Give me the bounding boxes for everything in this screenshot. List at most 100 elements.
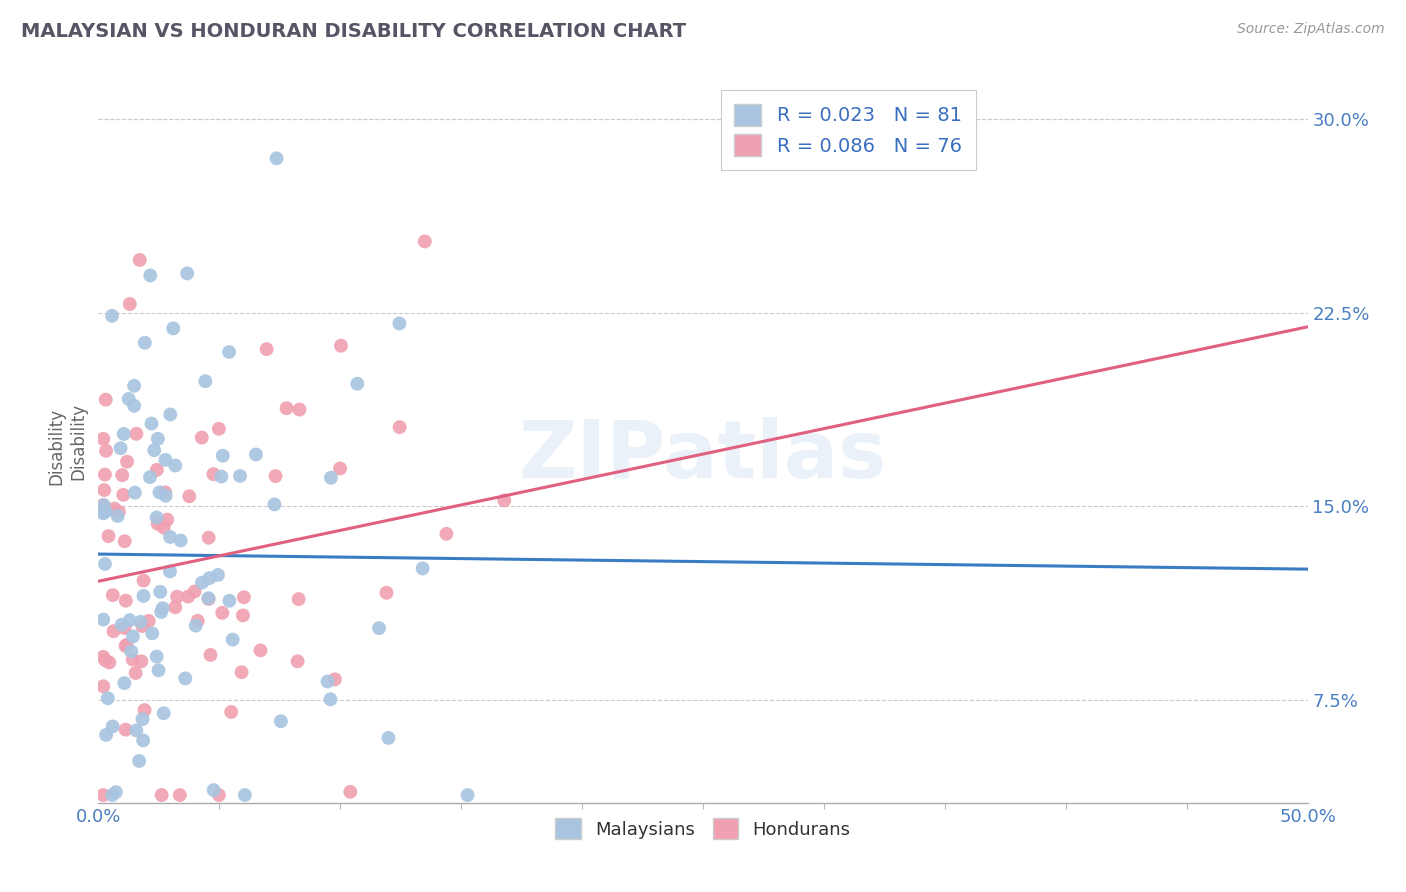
Point bbox=[101, 788, 124, 802]
Point bbox=[152, 601, 174, 615]
Point bbox=[183, 584, 205, 599]
Point bbox=[169, 533, 191, 548]
Point bbox=[91, 649, 114, 664]
Point bbox=[208, 422, 231, 436]
Point bbox=[125, 426, 148, 441]
Point bbox=[94, 557, 117, 571]
Point bbox=[276, 401, 298, 416]
Point bbox=[187, 614, 209, 628]
Point bbox=[111, 617, 134, 632]
Point bbox=[165, 458, 187, 473]
Point bbox=[155, 489, 177, 503]
Point bbox=[114, 621, 136, 635]
Point bbox=[211, 606, 233, 620]
Point bbox=[339, 785, 361, 799]
Point bbox=[388, 317, 411, 331]
Point bbox=[115, 455, 138, 469]
Point bbox=[114, 534, 136, 549]
Point bbox=[149, 584, 172, 599]
Point bbox=[229, 469, 252, 483]
Point bbox=[162, 321, 184, 335]
Point bbox=[125, 723, 148, 738]
Point bbox=[174, 671, 197, 685]
Point bbox=[124, 485, 146, 500]
Point bbox=[155, 485, 177, 500]
Point bbox=[263, 497, 285, 511]
Point bbox=[132, 574, 155, 588]
Point bbox=[110, 441, 132, 455]
Point bbox=[128, 252, 150, 267]
Point bbox=[112, 676, 135, 690]
Point bbox=[413, 235, 436, 249]
Point bbox=[131, 619, 153, 633]
Point bbox=[121, 652, 143, 666]
Point bbox=[134, 703, 156, 717]
Point bbox=[145, 510, 167, 524]
Point bbox=[232, 608, 254, 623]
Point bbox=[146, 463, 169, 477]
Point bbox=[115, 638, 138, 652]
Point bbox=[132, 589, 155, 603]
Point bbox=[150, 788, 173, 802]
Point bbox=[128, 754, 150, 768]
Point bbox=[101, 719, 124, 733]
Point bbox=[159, 565, 181, 579]
Point bbox=[249, 643, 271, 657]
Point bbox=[319, 471, 342, 485]
Point bbox=[93, 498, 115, 512]
Text: MALAYSIAN VS HONDURAN DISABILITY CORRELATION CHART: MALAYSIAN VS HONDURAN DISABILITY CORRELA… bbox=[21, 22, 686, 41]
Point bbox=[103, 501, 125, 516]
Point bbox=[287, 592, 309, 607]
Point bbox=[122, 629, 145, 643]
Point bbox=[94, 504, 117, 518]
Point bbox=[209, 469, 232, 483]
Point bbox=[112, 488, 135, 502]
Point bbox=[131, 712, 153, 726]
Point bbox=[129, 615, 152, 629]
Point bbox=[124, 666, 146, 681]
Point bbox=[184, 618, 207, 632]
Point bbox=[264, 469, 287, 483]
Point bbox=[139, 470, 162, 484]
Point bbox=[377, 731, 399, 745]
Point bbox=[197, 592, 219, 607]
Point bbox=[233, 788, 256, 802]
Point bbox=[103, 624, 125, 639]
Point bbox=[97, 691, 120, 706]
Point bbox=[122, 378, 145, 392]
Point bbox=[118, 297, 141, 311]
Point bbox=[134, 335, 156, 350]
Point bbox=[231, 665, 253, 680]
Point bbox=[159, 530, 181, 544]
Point bbox=[132, 733, 155, 747]
Point bbox=[207, 568, 229, 582]
Point bbox=[91, 506, 114, 520]
Point bbox=[288, 402, 311, 417]
Point bbox=[368, 621, 391, 635]
Point bbox=[107, 508, 129, 523]
Point bbox=[111, 468, 134, 483]
Point bbox=[91, 613, 114, 627]
Point bbox=[94, 392, 117, 407]
Text: Source: ZipAtlas.com: Source: ZipAtlas.com bbox=[1237, 22, 1385, 37]
Point bbox=[494, 493, 516, 508]
Point bbox=[316, 674, 339, 689]
Point bbox=[375, 586, 398, 600]
Point bbox=[232, 591, 254, 605]
Point bbox=[91, 432, 114, 446]
Point bbox=[211, 449, 233, 463]
Point bbox=[146, 516, 169, 531]
Point bbox=[152, 706, 174, 721]
Point bbox=[346, 376, 368, 391]
Point bbox=[148, 663, 170, 677]
Point bbox=[218, 345, 240, 359]
Point bbox=[156, 513, 179, 527]
Point bbox=[270, 714, 292, 729]
Point bbox=[118, 392, 141, 406]
Point bbox=[94, 653, 117, 667]
Point bbox=[91, 679, 114, 693]
Point bbox=[159, 408, 181, 422]
Point bbox=[131, 654, 153, 668]
Point bbox=[329, 461, 352, 475]
Point bbox=[139, 268, 162, 283]
